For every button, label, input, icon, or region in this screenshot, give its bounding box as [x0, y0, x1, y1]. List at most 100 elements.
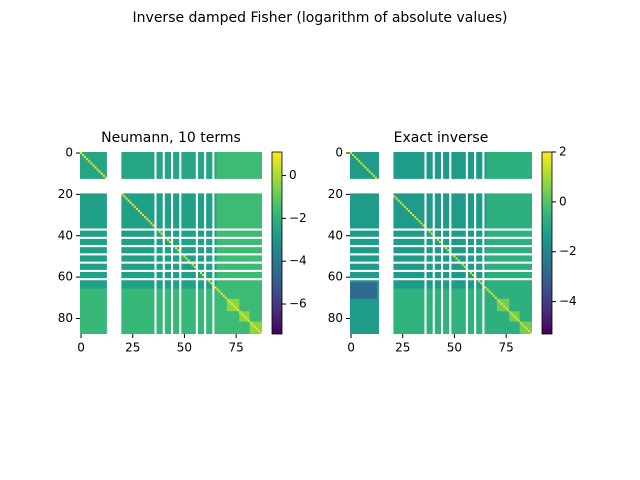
diagonal-cell	[166, 238, 169, 241]
diagonal-cell	[414, 216, 417, 219]
nan-col	[432, 152, 435, 334]
colorbar-tick-label: 2	[559, 145, 567, 159]
diagonal-cell	[370, 172, 373, 175]
diagonal-cell	[233, 305, 236, 308]
diagonal-cell	[393, 195, 396, 198]
diagonal-cell	[123, 195, 126, 198]
x-tick-label: 25	[395, 341, 410, 355]
diagonal-cell	[152, 224, 155, 227]
diagonal-cell	[100, 172, 103, 175]
colorbar-tick-label: 0	[289, 168, 297, 182]
diagonal-cell	[88, 160, 91, 163]
diagonal-cell	[210, 282, 213, 285]
diagonal-cell	[251, 323, 254, 326]
diagonal-cell	[496, 298, 499, 301]
nan-col	[195, 152, 198, 334]
y-tick-label: 0	[65, 146, 73, 160]
diagonal-cell	[403, 205, 406, 208]
nan-col	[441, 152, 444, 334]
diagonal-cell	[399, 201, 402, 204]
diagonal-cell	[469, 271, 473, 275]
diagonal-cell	[455, 257, 458, 260]
diagonal-cell	[412, 214, 415, 217]
diagonal-cell	[395, 197, 398, 200]
colorbar-tick-label: −2	[559, 244, 577, 258]
diagonal-cell	[490, 292, 493, 295]
diagonal-cell	[428, 230, 431, 233]
diagonal-cell	[507, 309, 510, 312]
diagonal-cell	[102, 174, 105, 177]
y-tick-label: 80	[58, 311, 73, 325]
diagonal-cell	[436, 238, 439, 241]
nan-col	[465, 152, 468, 334]
diagonal-cell	[529, 331, 532, 334]
axes-title: Exact inverse	[394, 130, 489, 146]
diagonal-cell	[160, 232, 163, 235]
diagonal-cell	[368, 170, 371, 173]
diagonal-cell	[350, 152, 353, 155]
heatmap-block	[350, 282, 377, 299]
y-tick-label: 0	[335, 146, 343, 160]
y-tick-label: 40	[58, 228, 73, 242]
diagonal-cell	[407, 209, 410, 212]
diagonal-cell	[150, 222, 153, 225]
diagonal-cell	[366, 168, 369, 171]
diagonal-cell	[144, 216, 147, 219]
diagonal-cell	[202, 274, 205, 277]
diagonal-cell	[249, 321, 252, 324]
colorbar-tick-label: −4	[289, 254, 307, 268]
diagonal-cell	[214, 286, 217, 289]
diagonal-cell	[175, 247, 178, 250]
nan-col	[474, 152, 477, 334]
diagonal-cell	[247, 319, 250, 322]
x-tick-label: 75	[499, 341, 514, 355]
diagonal-cell	[80, 152, 83, 155]
diagonal-cell	[517, 319, 520, 322]
diagonal-cell	[430, 232, 433, 235]
colorbar-tick-label: −4	[559, 294, 577, 308]
diagonal-cell	[121, 193, 124, 196]
nan-col	[179, 152, 182, 334]
x-tick-label: 50	[177, 341, 192, 355]
diagonal-cell	[127, 199, 130, 202]
axes-title: Neumann, 10 terms	[101, 130, 241, 146]
colorbar-tick-label: 0	[559, 194, 567, 208]
diagonal-cell	[253, 325, 256, 328]
y-tick-label: 60	[328, 270, 343, 284]
nan-col	[106, 152, 122, 334]
diagonal-cell	[86, 158, 89, 161]
diagonal-cell	[480, 282, 483, 285]
diagonal-cell	[492, 294, 495, 297]
diagonal-cell	[498, 300, 501, 303]
diagonal-cell	[405, 207, 408, 210]
diagonal-cell	[183, 255, 186, 258]
diagonal-cell	[457, 259, 460, 262]
diagonal-cell	[445, 247, 448, 250]
diagonal-cell	[519, 321, 522, 324]
diagonal-cell	[216, 288, 219, 291]
nan-col	[162, 152, 165, 334]
diagonal-cell	[92, 164, 95, 167]
nan-col	[212, 152, 215, 334]
diagonal-cell	[420, 222, 423, 225]
diagonal-cell	[222, 294, 225, 297]
diagonal-cell	[218, 290, 221, 293]
colorbar	[541, 151, 553, 335]
diagonal-cell	[133, 205, 136, 208]
nan-col	[204, 152, 207, 334]
diagonal-cell	[418, 220, 421, 223]
diagonal-cell	[527, 329, 530, 332]
nan-col	[378, 152, 394, 334]
diagonal-cell	[509, 311, 512, 314]
y-tick-label: 60	[58, 270, 73, 284]
diagonal-cell	[525, 327, 528, 330]
x-tick-label: 75	[229, 341, 244, 355]
y-tick-label: 80	[328, 311, 343, 325]
nan-col	[449, 152, 452, 334]
colorbar-tick-label: −6	[289, 297, 307, 311]
diagonal-cell	[139, 211, 143, 215]
diagonal-cell	[191, 263, 194, 266]
diagonal-cell	[239, 311, 242, 314]
diagonal-cell	[241, 313, 244, 316]
diagonal-cell	[447, 249, 450, 252]
